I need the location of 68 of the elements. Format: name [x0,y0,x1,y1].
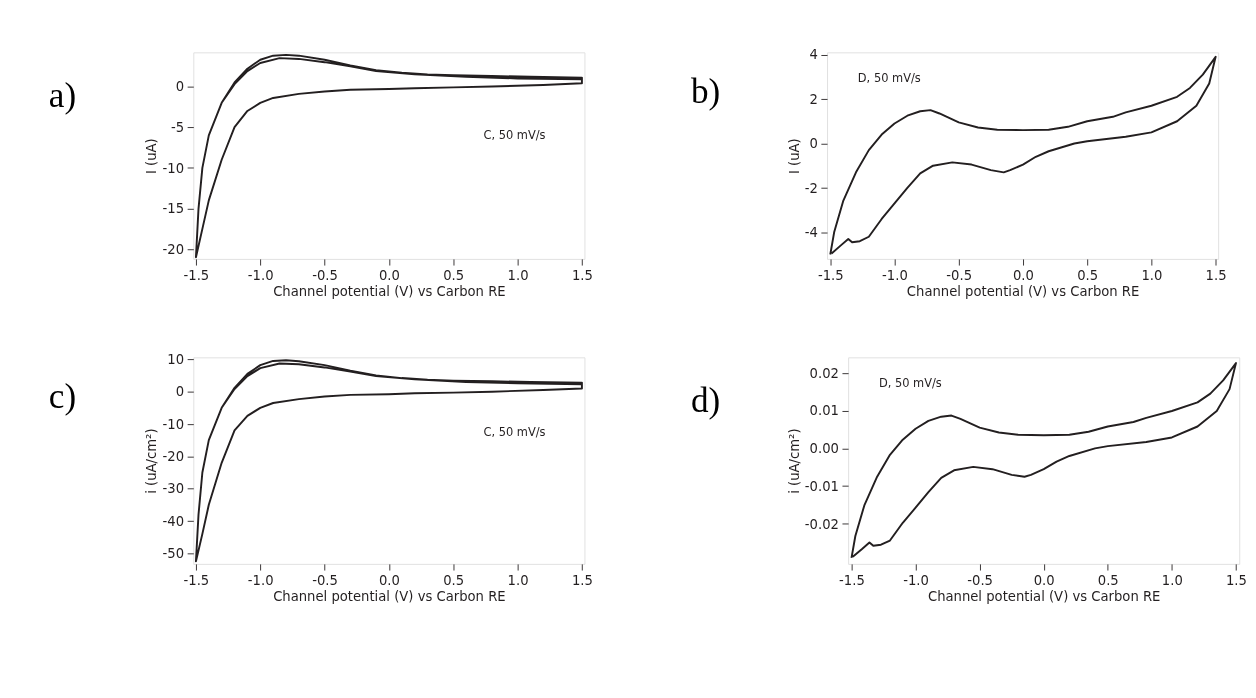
y-tick-label: -40 [162,513,185,529]
x-tick-label: 1.5 [571,572,593,588]
x-tick-label: 1.0 [1141,267,1163,283]
y-tick-label: 4 [809,47,818,63]
text: c) [48,376,77,416]
x-tick-label: 1.5 [1205,267,1227,283]
x-tick-label: 0.5 [443,572,465,588]
y-tick-label: -20 [162,449,185,465]
y-axis-title: i (uA/cm²) [144,428,160,494]
annotation: C, 50 mV/s [483,128,546,143]
line-series [829,55,1217,256]
y-tick-label: -30 [162,481,185,497]
y-tick-label: 0 [175,384,185,400]
x-tick-label: -1.5 [183,267,210,283]
x-tick-label: -1.5 [839,572,865,588]
line-series [850,362,1237,559]
annotation: D, 50 mV/s [878,376,942,391]
y-tick-label: 10 [167,352,185,368]
x-tick-label: -0.5 [312,572,338,588]
y-tick-label: 0 [175,79,185,95]
y-tick-label: 0.00 [809,441,839,457]
x-tick-label: 0.5 [443,267,465,283]
y-tick-label: -0.02 [804,516,839,532]
x-tick-label: 0.0 [378,572,400,588]
y-tick-label: 2 [809,91,818,107]
x-tick-label: 0.0 [378,267,400,283]
x-tick-label: -1.0 [882,267,908,283]
x-tick-label: -1.0 [247,267,274,283]
x-axis-title: Channel potential (V) vs Carbon RE [927,589,1161,605]
y-tick-label: 0.02 [809,365,839,381]
x-tick-label: 1.0 [507,572,529,588]
x-tick-label: 0.5 [1097,572,1119,588]
x-tick-label: 0.0 [1033,572,1055,588]
x-tick-label: 1.5 [1225,572,1247,588]
x-tick-label: -1.0 [247,572,274,588]
text: b) [690,71,721,111]
y-tick-label: -0.01 [804,479,839,494]
y-tick-label: -10 [162,160,185,176]
annotation: D, 50 mV/s [857,71,921,86]
x-tick-label: -0.5 [967,572,993,588]
x-tick-label: 1.5 [571,267,593,283]
y-axis-title: i (uA/cm²) [786,428,802,494]
x-axis-title: Channel potential (V) vs Carbon RE [273,589,506,605]
y-tick-label: 0.01 [809,403,839,419]
x-tick-label: 0.0 [1012,267,1034,283]
y-tick-label: -15 [162,201,185,217]
x-tick-label: 0.5 [1077,267,1099,283]
x-tick-label: -1.0 [903,572,929,588]
x-tick-label: -1.5 [817,267,844,283]
annotation: C, 50 mV/s [483,424,546,439]
y-tick-label: -2 [804,180,818,196]
x-axis-title: Channel potential (V) vs Carbon RE [906,284,1140,300]
x-tick-label: -0.5 [946,267,973,283]
y-tick-label: 0 [809,136,818,152]
x-tick-label: 1.0 [1161,572,1183,588]
x-tick-label: -0.5 [312,267,338,283]
y-axis-title: I (uA) [786,138,802,174]
x-tick-label: 1.0 [507,267,529,283]
text: a) [48,75,77,115]
y-tick-label: -20 [162,242,185,258]
x-axis-title: Channel potential (V) vs Carbon RE [273,284,506,300]
text: d) [691,380,721,420]
x-tick-label: -1.5 [183,572,210,588]
y-tick-label: -4 [804,225,818,241]
y-tick-label: -50 [162,546,185,562]
y-axis-title: I (uA) [144,138,160,174]
y-tick-label: -10 [162,416,185,432]
y-tick-label: -5 [171,120,185,136]
